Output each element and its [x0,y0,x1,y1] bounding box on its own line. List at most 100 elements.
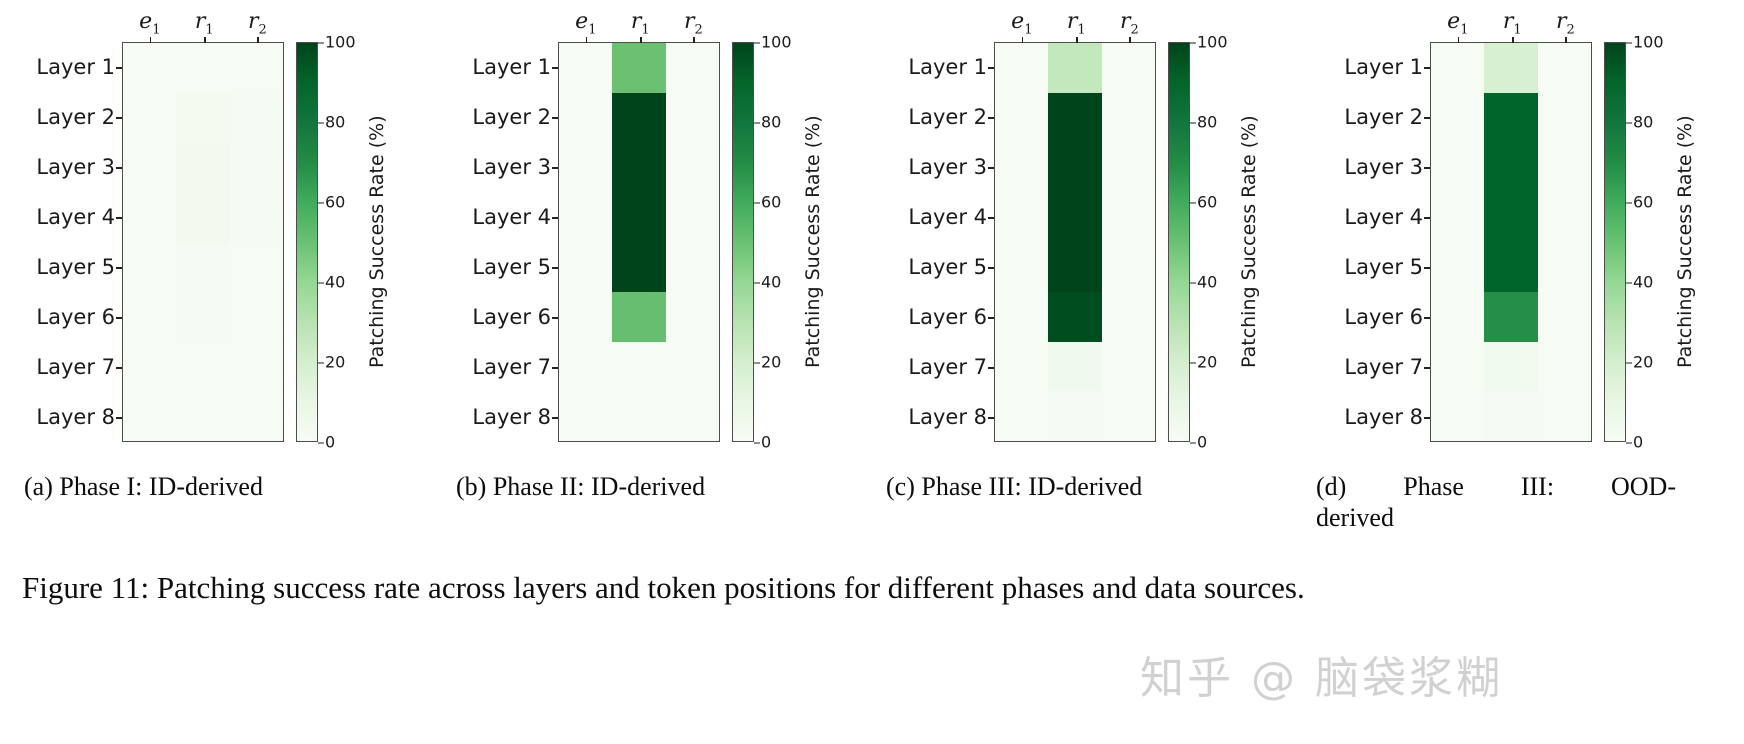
heatmap-cell[interactable] [176,242,230,292]
heatmap-cell[interactable] [1101,341,1155,392]
heatmap-cell[interactable] [612,192,666,242]
heatmap-cell[interactable] [1484,391,1538,441]
heatmap-cell[interactable] [995,242,1049,292]
heatmap-cell[interactable] [1101,43,1155,93]
heatmap-cell[interactable] [1048,192,1102,242]
heatmap-cell[interactable] [1048,142,1102,193]
heatmap-cell[interactable] [559,43,613,93]
heatmap-cell[interactable] [1431,242,1485,292]
heatmap-cell[interactable] [559,391,613,441]
heatmap-cell[interactable] [123,291,177,342]
heatmap-cell[interactable] [1484,242,1538,292]
heatmap-cell[interactable] [1101,192,1155,242]
heatmap-cell[interactable] [123,341,177,392]
heatmap-cell[interactable] [1101,142,1155,193]
heatmap-cell[interactable] [1048,391,1102,441]
heatmap-cell[interactable] [995,391,1049,441]
heatmap-cell[interactable] [665,43,719,93]
heatmap-cell[interactable] [1048,242,1102,292]
heatmap-c[interactable] [994,42,1156,442]
heatmap-cell[interactable] [229,192,283,242]
heatmap-cell[interactable] [229,291,283,342]
heatmap-cell[interactable] [665,242,719,292]
heatmap-cell[interactable] [612,391,666,441]
heatmap-cell[interactable] [229,92,283,143]
heatmap-cell[interactable] [1537,192,1591,242]
heatmap-cell[interactable] [665,341,719,392]
heatmap-cell[interactable] [559,341,613,392]
heatmap-cell[interactable] [1101,391,1155,441]
heatmap-cell[interactable] [176,43,230,93]
heatmap-cell[interactable] [1101,92,1155,143]
heatmap-cell[interactable] [123,142,177,193]
heatmap-cell[interactable] [1431,92,1485,143]
heatmap-cell[interactable] [123,43,177,93]
heatmap-cell[interactable] [559,92,613,143]
heatmap-cell[interactable] [1537,142,1591,193]
heatmap-cell[interactable] [559,242,613,292]
heatmap-cell[interactable] [176,341,230,392]
heatmap-cell[interactable] [1484,43,1538,93]
heatmap-cell[interactable] [1431,291,1485,342]
heatmap-cell[interactable] [1431,192,1485,242]
heatmap-b[interactable] [558,42,720,442]
heatmap-cell[interactable] [995,192,1049,242]
heatmap-cell[interactable] [995,341,1049,392]
heatmap-cell[interactable] [1048,92,1102,143]
heatmap-cell[interactable] [995,43,1049,93]
heatmap-cell[interactable] [1484,92,1538,143]
heatmap-cell[interactable] [559,192,613,242]
heatmap-d[interactable] [1430,42,1592,442]
heatmap-cell[interactable] [665,142,719,193]
heatmap-cell[interactable] [1048,291,1102,342]
heatmap-cell[interactable] [176,192,230,242]
heatmap-cell[interactable] [995,92,1049,143]
heatmap-cell[interactable] [1537,242,1591,292]
heatmap-cell[interactable] [123,192,177,242]
heatmap-a[interactable] [122,42,284,442]
heatmap-cell[interactable] [1431,142,1485,193]
heatmap-cell[interactable] [995,142,1049,193]
heatmap-cell[interactable] [612,341,666,392]
heatmap-cell[interactable] [1484,192,1538,242]
heatmap-cell[interactable] [665,92,719,143]
heatmap-cell[interactable] [1537,43,1591,93]
heatmap-cell[interactable] [665,291,719,342]
heatmap-cell[interactable] [1431,341,1485,392]
heatmap-cell[interactable] [229,242,283,292]
heatmap-cell[interactable] [1431,391,1485,441]
heatmap-cell[interactable] [995,291,1049,342]
heatmap-cell[interactable] [612,142,666,193]
heatmap-cell[interactable] [559,291,613,342]
heatmap-cell[interactable] [1484,142,1538,193]
heatmap-cell[interactable] [665,391,719,441]
heatmap-cell[interactable] [229,391,283,441]
heatmap-cell[interactable] [229,142,283,193]
heatmap-cell[interactable] [1484,291,1538,342]
heatmap-cell[interactable] [665,192,719,242]
heatmap-cell[interactable] [612,92,666,143]
heatmap-cell[interactable] [559,142,613,193]
heatmap-cell[interactable] [612,43,666,93]
heatmap-cell[interactable] [1048,43,1102,93]
heatmap-cell[interactable] [1484,341,1538,392]
heatmap-cell[interactable] [1101,242,1155,292]
heatmap-cell[interactable] [1431,43,1485,93]
heatmap-cell[interactable] [1048,341,1102,392]
heatmap-cell[interactable] [176,391,230,441]
heatmap-cell[interactable] [176,92,230,143]
heatmap-cell[interactable] [1101,291,1155,342]
heatmap-cell[interactable] [1537,341,1591,392]
heatmap-cell[interactable] [123,242,177,292]
heatmap-cell[interactable] [612,291,666,342]
heatmap-cell[interactable] [229,341,283,392]
heatmap-cell[interactable] [123,92,177,143]
heatmap-cell[interactable] [229,43,283,93]
heatmap-cell[interactable] [176,142,230,193]
heatmap-cell[interactable] [176,291,230,342]
heatmap-cell[interactable] [1537,391,1591,441]
heatmap-cell[interactable] [123,391,177,441]
heatmap-cell[interactable] [612,242,666,292]
heatmap-cell[interactable] [1537,291,1591,342]
heatmap-cell[interactable] [1537,92,1591,143]
